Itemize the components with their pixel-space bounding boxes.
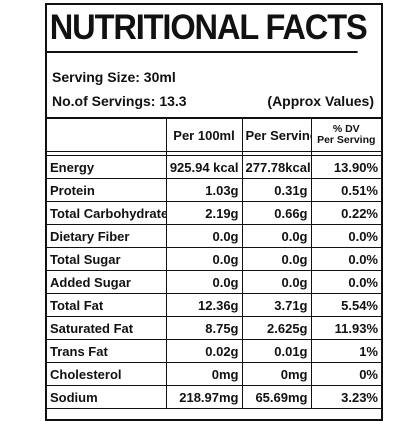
- dv-value: 0.22%: [310, 201, 381, 225]
- table-row: Saturated Fat 8.75g 2.625g 11.93%: [47, 316, 381, 340]
- per-100ml-value: 0.0g: [165, 247, 243, 271]
- per-serving-value: 0.01g: [241, 339, 312, 363]
- table-row: Total Sugar 0.0g 0.0g 0.0%: [47, 247, 381, 271]
- dv-value: 13.90%: [310, 155, 381, 179]
- table-row: Protein 1.03g 0.31g 0.51%: [47, 178, 381, 202]
- table-row: Energy 925.94 kcal 277.78kcal 13.90%: [47, 155, 381, 179]
- nutrient-name: Sodium: [47, 385, 167, 409]
- header-dv: % DV Per Serving: [310, 119, 381, 152]
- header-dv-line2: Per Serving: [317, 134, 376, 146]
- nutrient-name: Energy: [47, 155, 167, 179]
- per-100ml-value: 925.94 kcal: [165, 155, 243, 179]
- header-blank: [47, 119, 167, 152]
- nutrition-title: NUTRITIONAL FACTS: [47, 5, 368, 53]
- per-100ml-value: 218.97mg: [165, 385, 243, 409]
- per-serving-value: 0.0g: [241, 224, 312, 248]
- nutrient-name: Saturated Fat: [47, 316, 167, 340]
- per-100ml-value: 12.36g: [165, 293, 243, 317]
- nutrient-name: Dietary Fiber: [47, 224, 167, 248]
- dv-value: 0.0%: [310, 270, 381, 294]
- nutrition-rows: Energy 925.94 kcal 277.78kcal 13.90% Protein…: [47, 155, 381, 409]
- per-100ml-value: 0.02g: [165, 339, 243, 363]
- nutrient-name: Added Sugar: [47, 270, 167, 294]
- dv-value: 5.54%: [310, 293, 381, 317]
- nutrition-facts-panel: NUTRITIONAL FACTS Serving Size: 30ml No.…: [45, 3, 383, 421]
- header-dv-line1: % DV: [332, 123, 360, 135]
- dv-value: 11.93%: [310, 316, 381, 340]
- per-serving-value: 0.31g: [241, 178, 312, 202]
- table-row: Trans Fat 0.02g 0.01g 1%: [47, 339, 381, 363]
- servings-count: No.of Servings: 13.3: [52, 93, 187, 109]
- per-serving-value: 0mg: [241, 362, 312, 386]
- table-row: Total Carbohydrates 2.19g 0.66g 0.22%: [47, 201, 381, 225]
- nutrient-name: Trans Fat: [47, 339, 167, 363]
- approx-values-note: (Approx Values): [267, 93, 374, 109]
- nutrient-name: Total Carbohydrates: [47, 201, 167, 225]
- per-100ml-value: 2.19g: [165, 201, 243, 225]
- serving-info: Serving Size: 30ml No.of Servings: 13.3 …: [47, 53, 381, 119]
- per-100ml-value: 0mg: [165, 362, 243, 386]
- table-row: Added Sugar 0.0g 0.0g 0.0%: [47, 270, 381, 294]
- per-100ml-value: 0.0g: [165, 224, 243, 248]
- nutrient-name: Protein: [47, 178, 167, 202]
- nutrient-name: Total Sugar: [47, 247, 167, 271]
- dv-value: 0.0%: [310, 224, 381, 248]
- dv-value: 3.23%: [310, 385, 381, 409]
- table-row: Cholesterol 0mg 0mg 0%: [47, 362, 381, 386]
- per-serving-value: 277.78kcal: [241, 155, 312, 179]
- dv-value: 1%: [310, 339, 381, 363]
- per-serving-value: 0.0g: [241, 247, 312, 271]
- per-100ml-value: 0.0g: [165, 270, 243, 294]
- per-serving-value: 2.625g: [241, 316, 312, 340]
- dv-value: 0%: [310, 362, 381, 386]
- serving-size: Serving Size: 30ml: [52, 69, 176, 85]
- nutrition-table: Per 100ml Per Serving % DV Per Serving En…: [47, 119, 381, 409]
- dv-value: 0.0%: [310, 247, 381, 271]
- header-per-serving: Per Serving: [241, 119, 312, 152]
- dv-value: 0.51%: [310, 178, 381, 202]
- table-header-row: Per 100ml Per Serving % DV Per Serving: [47, 119, 381, 152]
- nutrient-name: Total Fat: [47, 293, 167, 317]
- per-serving-value: 0.66g: [241, 201, 312, 225]
- table-row: Sodium 218.97mg 65.69mg 3.23%: [47, 385, 381, 409]
- per-serving-value: 3.71g: [241, 293, 312, 317]
- per-100ml-value: 8.75g: [165, 316, 243, 340]
- per-100ml-value: 1.03g: [165, 178, 243, 202]
- per-serving-value: 0.0g: [241, 270, 312, 294]
- nutrient-name: Cholesterol: [47, 362, 167, 386]
- per-serving-value: 65.69mg: [241, 385, 312, 409]
- table-row: Total Fat 12.36g 3.71g 5.54%: [47, 293, 381, 317]
- header-per-100ml: Per 100ml: [165, 119, 243, 152]
- table-row: Dietary Fiber 0.0g 0.0g 0.0%: [47, 224, 381, 248]
